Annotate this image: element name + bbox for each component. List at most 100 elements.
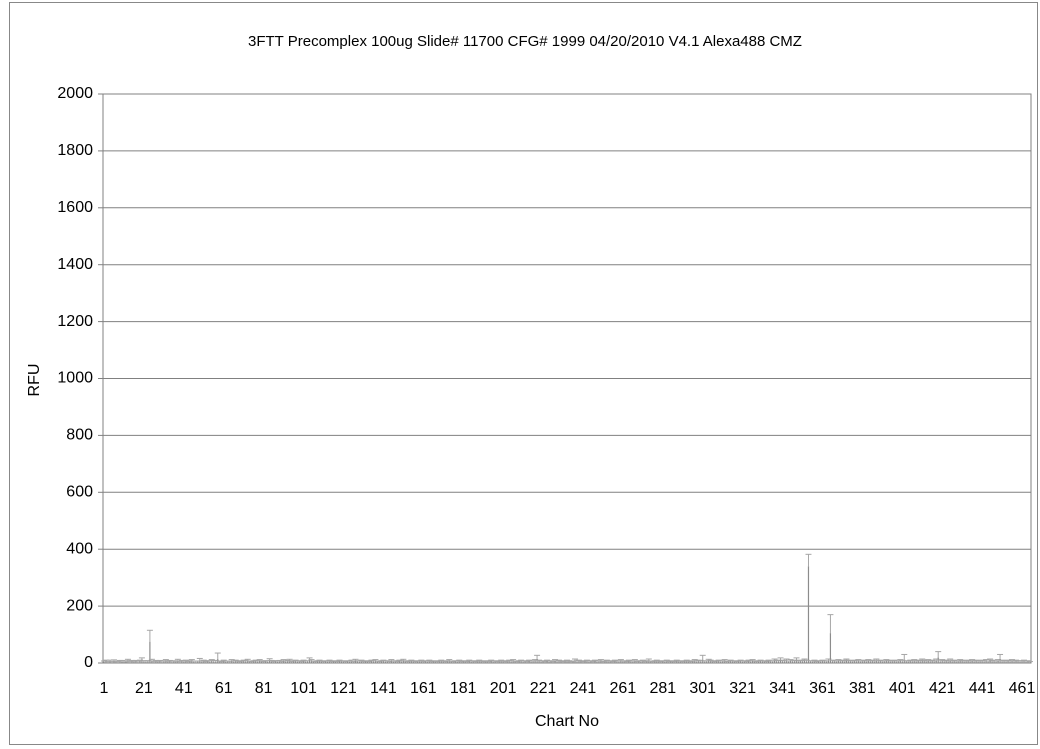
bar (897, 661, 899, 663)
bar (233, 661, 235, 663)
bar (847, 661, 849, 663)
bar (712, 661, 714, 663)
bar (428, 661, 430, 663)
bar (891, 661, 893, 663)
bar (171, 662, 173, 663)
x-tick-label: 121 (330, 680, 357, 697)
bar (1019, 661, 1021, 663)
bar (947, 661, 949, 663)
bar (340, 661, 343, 663)
bar (831, 661, 834, 663)
bar (624, 661, 626, 663)
x-tick-label: 101 (290, 680, 317, 697)
bar (542, 661, 544, 663)
bar (225, 661, 227, 663)
bar (698, 661, 700, 663)
bar (738, 661, 740, 663)
bar (131, 661, 133, 663)
bar (290, 662, 293, 663)
bar (678, 661, 680, 663)
bar (927, 661, 929, 663)
bar (414, 662, 416, 663)
bar (1015, 661, 1017, 663)
bar (546, 661, 548, 663)
bar (448, 661, 450, 663)
bar (759, 661, 762, 663)
x-tick-label: 81 (255, 680, 273, 697)
bar (722, 661, 724, 663)
bar (674, 662, 676, 663)
bar (552, 662, 554, 663)
bar (195, 662, 197, 663)
bar (482, 662, 484, 663)
bar (117, 662, 119, 663)
bar (105, 661, 107, 663)
bar (746, 662, 748, 663)
bar (668, 662, 670, 663)
bar (1025, 661, 1027, 663)
bar (420, 661, 422, 663)
x-tick-label: 461 (1009, 680, 1036, 697)
bar (201, 661, 203, 663)
bar (508, 661, 510, 663)
bar (488, 662, 490, 663)
bar (165, 661, 167, 663)
bar (440, 661, 442, 663)
bar (755, 662, 758, 663)
bar (562, 662, 564, 663)
bar (933, 661, 935, 663)
bar (183, 661, 185, 663)
bar (536, 658, 538, 663)
bar (147, 661, 149, 663)
bar (797, 661, 800, 663)
bar (638, 661, 640, 663)
bar (813, 661, 816, 663)
bar (412, 661, 414, 663)
bar (502, 661, 504, 663)
bar (185, 661, 187, 663)
bar (748, 661, 750, 663)
bar (644, 662, 646, 663)
bar (855, 661, 857, 663)
x-tick-label: 1 (100, 680, 109, 697)
bar (306, 661, 309, 663)
bar (670, 661, 672, 663)
bar (773, 660, 776, 663)
bar (787, 661, 790, 663)
bar (612, 662, 614, 663)
bar (907, 661, 909, 663)
bar (775, 661, 778, 663)
bar (943, 661, 945, 663)
bar (977, 661, 979, 663)
bar (378, 662, 381, 663)
bar (911, 661, 913, 663)
bar (458, 661, 460, 663)
bar (1003, 661, 1005, 663)
bar (157, 661, 159, 663)
bar (781, 661, 784, 663)
bar (829, 633, 832, 663)
bar (710, 661, 712, 663)
bar (251, 662, 253, 663)
bar (572, 661, 574, 663)
bar (757, 661, 760, 663)
bar (887, 661, 889, 663)
x-tick-label: 261 (610, 680, 637, 697)
bar (636, 662, 638, 663)
x-tick-label: 341 (769, 680, 796, 697)
bar (281, 662, 283, 663)
bar (512, 661, 514, 663)
x-tick-label: 221 (530, 680, 557, 697)
bar (516, 662, 518, 663)
bar (364, 661, 367, 663)
bar (243, 661, 245, 663)
bar (149, 641, 151, 663)
bar (1007, 661, 1009, 663)
bar (863, 661, 865, 663)
bar (358, 661, 361, 663)
bar (207, 661, 209, 663)
bar (211, 661, 213, 663)
bar (368, 662, 371, 663)
bar (666, 661, 668, 663)
bar (742, 661, 744, 663)
